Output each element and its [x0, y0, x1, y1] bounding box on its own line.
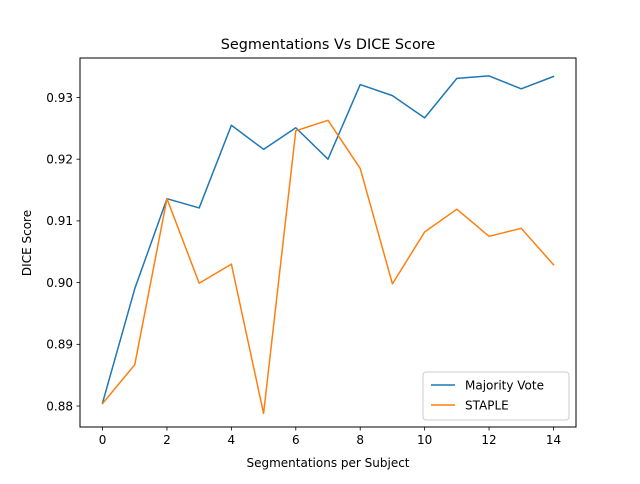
x-tick-label: 14 — [546, 433, 561, 447]
x-axis-label: Segmentations per Subject — [246, 456, 409, 470]
series-layer — [101, 75, 555, 415]
y-tick-label: 0.88 — [46, 399, 73, 413]
legend-label: Majority Vote — [465, 378, 544, 392]
x-axis: 0 2 4 6 8 10 12 14 — [99, 427, 561, 447]
y-axis-label: DICE Score — [20, 210, 34, 276]
x-tick-label: 4 — [228, 433, 236, 447]
y-tick-label: 0.91 — [46, 214, 73, 228]
x-tick-label: 8 — [356, 433, 364, 447]
x-tick-label: 10 — [417, 433, 432, 447]
x-tick-label: 12 — [481, 433, 496, 447]
y-tick-label: 0.89 — [46, 338, 73, 352]
y-tick-label: 0.90 — [46, 276, 73, 290]
chart-title: Segmentations Vs DICE Score — [221, 37, 436, 53]
y-tick-label: 0.93 — [46, 91, 73, 105]
y-tick-label: 0.92 — [46, 152, 73, 166]
x-tick-label: 0 — [99, 433, 107, 447]
series-line-2 — [101, 119, 555, 415]
legend-label: STAPLE — [465, 398, 509, 412]
series-line-1 — [101, 75, 555, 404]
x-tick-label: 6 — [292, 433, 300, 447]
x-tick-label: 2 — [163, 433, 171, 447]
y-axis: 0.88 0.89 0.90 0.91 0.92 0.93 — [46, 91, 80, 413]
plot-area-frame — [79, 57, 577, 428]
legend-box — [422, 371, 570, 421]
legend: Majority Vote STAPLE — [422, 371, 570, 421]
